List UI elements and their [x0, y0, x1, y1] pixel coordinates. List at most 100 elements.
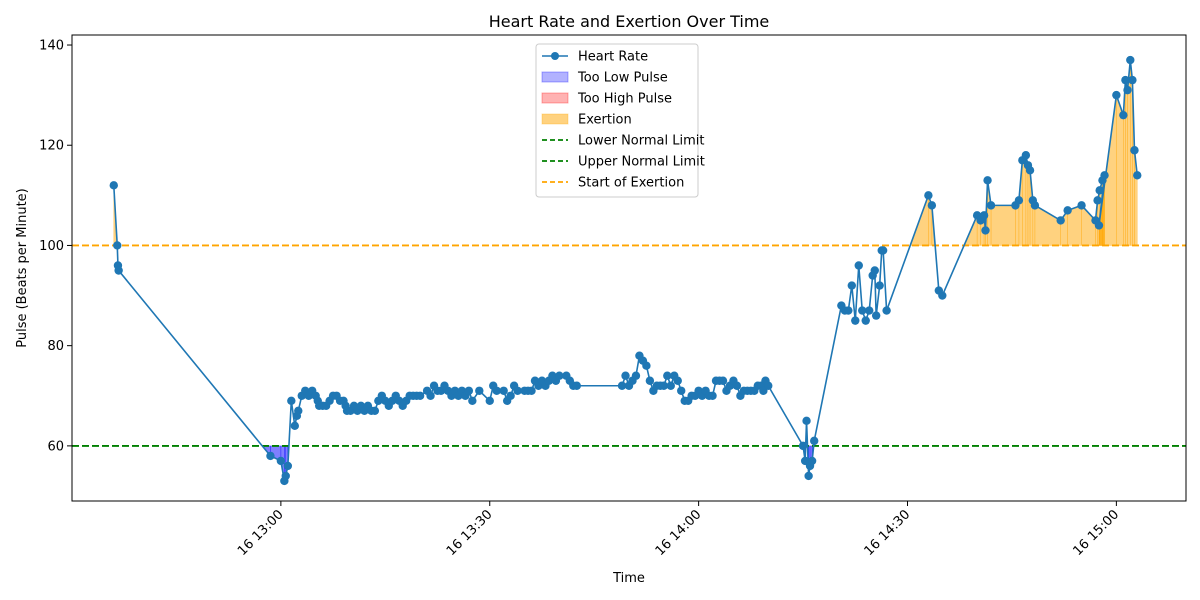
legend-entry: Lower Normal Limit: [542, 134, 704, 149]
heart-rate-point: [1056, 216, 1065, 225]
heart-rate-point: [810, 436, 819, 446]
heart-rate-point: [370, 406, 380, 416]
heart-rate-point: [555, 371, 564, 380]
y-axis-label: Pulse (Beats per Minute): [15, 188, 30, 348]
heart-rate-point: [924, 191, 933, 200]
legend-label: Exertion: [578, 113, 632, 128]
heart-rate-point: [861, 316, 870, 325]
legend-entry: Too High Pulse: [541, 92, 672, 107]
legend-swatch: [541, 71, 569, 83]
heart-rate-point: [854, 261, 863, 270]
heart-rate-point: [645, 376, 655, 385]
y-tick-label: 80: [47, 339, 64, 354]
heart-rate-point: [663, 371, 672, 380]
heart-rate-point: [294, 406, 303, 416]
legend-label: Lower Normal Limit: [578, 134, 704, 149]
legend-entry: Start of Exertion: [542, 176, 684, 191]
heart-rate-point: [276, 456, 286, 466]
y-tick-label: 100: [39, 239, 64, 254]
heart-rate-point: [764, 381, 773, 390]
heart-rate-point: [266, 451, 275, 461]
heart-rate-point: [708, 391, 717, 400]
heart-rate-point: [468, 396, 477, 405]
reference-lines: [72, 244, 1186, 447]
heart-rate-point: [1093, 196, 1102, 205]
heart-rate-point: [858, 306, 867, 315]
heart-rate-point: [882, 306, 891, 315]
heart-rate-point: [844, 306, 853, 315]
heart-rate-point: [659, 381, 669, 390]
heart-rate-point: [804, 471, 813, 481]
heart-rate-point: [1112, 90, 1121, 100]
heart-rate-point: [1121, 75, 1130, 85]
exertion-fill: [1125, 80, 1128, 246]
legend-marker: [551, 52, 559, 60]
heart-rate-point: [847, 281, 856, 290]
heart-rate-point: [113, 241, 122, 250]
heart-rate-point: [865, 306, 874, 315]
heart-rate-point: [871, 311, 881, 320]
heart-rate-point: [281, 471, 290, 481]
legend-label: Too High Pulse: [577, 92, 672, 107]
heart-rate-point: [666, 381, 675, 390]
heart-rate-point: [464, 386, 474, 395]
heart-rate-point: [506, 391, 515, 400]
heart-rate-point: [617, 381, 627, 390]
heart-rate-point: [1030, 201, 1040, 210]
legend-entry: Upper Normal Limit: [542, 155, 705, 170]
heart-rate-point: [287, 396, 296, 405]
legend-entry: Exertion: [541, 113, 632, 128]
heart-rate-point: [492, 386, 501, 395]
heart-rate-point: [983, 176, 992, 185]
y-tick-label: 140: [39, 39, 64, 54]
heart-rate-series: [109, 55, 1142, 486]
heart-rate-point: [527, 386, 536, 395]
heart-rate-point: [718, 376, 728, 385]
legend-entry: Too Low Pulse: [541, 71, 668, 86]
heart-rate-point: [798, 441, 808, 451]
heart-rate-point: [1100, 171, 1109, 180]
heart-rate-point: [1130, 146, 1139, 155]
heart-rate-point: [1014, 196, 1024, 205]
heart-rate-point: [870, 266, 879, 275]
heart-rate-point: [979, 211, 989, 220]
legend-swatch: [541, 92, 569, 104]
heart-rate-point: [485, 396, 494, 405]
heart-rate-point: [927, 201, 937, 210]
heart-rate-point: [981, 226, 990, 235]
legend-label: Heart Rate: [578, 50, 648, 65]
heart-rate-point: [802, 416, 811, 426]
heart-rate-point: [475, 386, 484, 395]
heart-rate-point: [1077, 201, 1086, 210]
y-tick-label: 60: [47, 439, 64, 454]
exertion-fill: [1027, 165, 1031, 246]
heart-rate-point: [1119, 110, 1128, 120]
heart-rate-point: [114, 266, 123, 275]
exertion-fill: [990, 205, 1016, 246]
heart-rate-point: [1063, 206, 1072, 215]
heart-rate-point: [631, 371, 641, 380]
heart-rate-point: [1126, 55, 1135, 65]
legend-box: [535, 43, 699, 198]
heart-rate-point: [513, 386, 522, 395]
heart-rate-point: [290, 421, 299, 431]
heart-rate-point: [986, 201, 996, 210]
heart-rate-point: [109, 181, 118, 190]
legend-swatch: [541, 113, 569, 125]
y-tick-label: 120: [39, 139, 64, 154]
heart-rate-point: [621, 371, 630, 380]
heart-rate-point: [499, 386, 508, 395]
heart-rate-point: [426, 391, 435, 400]
heart-rate-point: [1123, 85, 1132, 95]
heart-rate-point: [1025, 166, 1035, 175]
heart-rate-point: [938, 291, 947, 300]
heart-rate-point: [875, 281, 884, 290]
heart-rate-point: [1021, 151, 1031, 160]
legend-label: Start of Exertion: [578, 176, 684, 191]
heart-rate-point: [1094, 221, 1104, 230]
heart-rate-point: [673, 376, 682, 385]
legend-label: Too Low Pulse: [577, 71, 668, 86]
x-axis-label: Time: [612, 571, 645, 586]
heart-rate-point: [677, 386, 686, 395]
